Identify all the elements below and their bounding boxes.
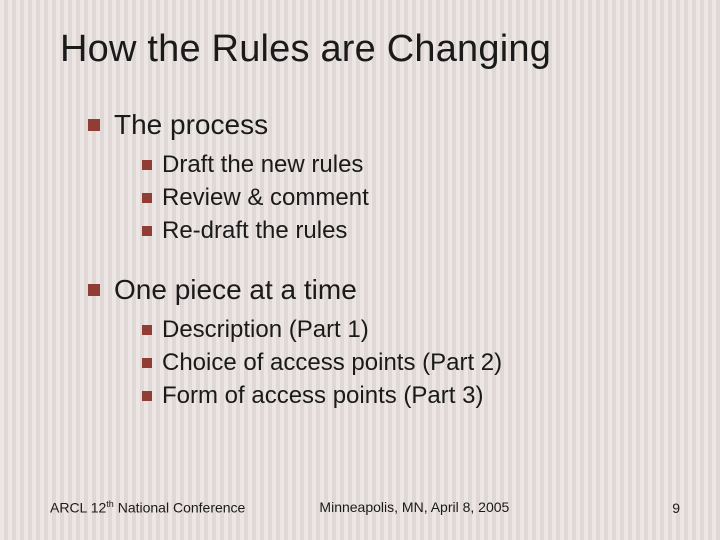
- square-bullet-icon: [142, 193, 152, 203]
- page-number: 9: [672, 500, 680, 516]
- section-1: One piece at a time: [88, 272, 670, 307]
- item-text: Draft the new rules: [162, 150, 363, 180]
- square-bullet-icon: [142, 391, 152, 401]
- list-item: Re-draft the rules: [142, 216, 670, 246]
- footer: ARCL 12th National Conference Minneapoli…: [50, 499, 680, 516]
- square-bullet-icon: [142, 160, 152, 170]
- section-label: The process: [114, 107, 268, 142]
- section-0: The process: [88, 107, 670, 142]
- square-bullet-icon: [142, 358, 152, 368]
- list-item: Form of access points (Part 3): [142, 381, 670, 411]
- list-item: The process: [88, 107, 670, 142]
- section-1-items: Description (Part 1) Choice of access po…: [142, 315, 670, 411]
- section-label: One piece at a time: [114, 272, 357, 307]
- square-bullet-icon: [142, 226, 152, 236]
- item-text: Review & comment: [162, 183, 369, 213]
- square-bullet-icon: [142, 325, 152, 335]
- list-item: Choice of access points (Part 2): [142, 348, 670, 378]
- footer-left-super: th: [106, 499, 114, 509]
- item-text: Description (Part 1): [162, 315, 369, 345]
- footer-left-suffix: National Conference: [114, 500, 246, 516]
- section-0-items: Draft the new rules Review & comment Re-…: [142, 150, 670, 246]
- list-item: One piece at a time: [88, 272, 670, 307]
- slide-title: How the Rules are Changing: [60, 28, 670, 71]
- footer-left: ARCL 12th National Conference: [50, 499, 245, 516]
- item-text: Re-draft the rules: [162, 216, 347, 246]
- list-item: Draft the new rules: [142, 150, 670, 180]
- item-text: Form of access points (Part 3): [162, 381, 483, 411]
- slide: How the Rules are Changing The process D…: [0, 0, 720, 540]
- list-item: Description (Part 1): [142, 315, 670, 345]
- square-bullet-icon: [88, 119, 100, 131]
- list-item: Review & comment: [142, 183, 670, 213]
- square-bullet-icon: [88, 284, 100, 296]
- footer-left-prefix: ARCL 12: [50, 500, 106, 516]
- footer-center: Minneapolis, MN, April 8, 2005: [319, 499, 509, 515]
- item-text: Choice of access points (Part 2): [162, 348, 502, 378]
